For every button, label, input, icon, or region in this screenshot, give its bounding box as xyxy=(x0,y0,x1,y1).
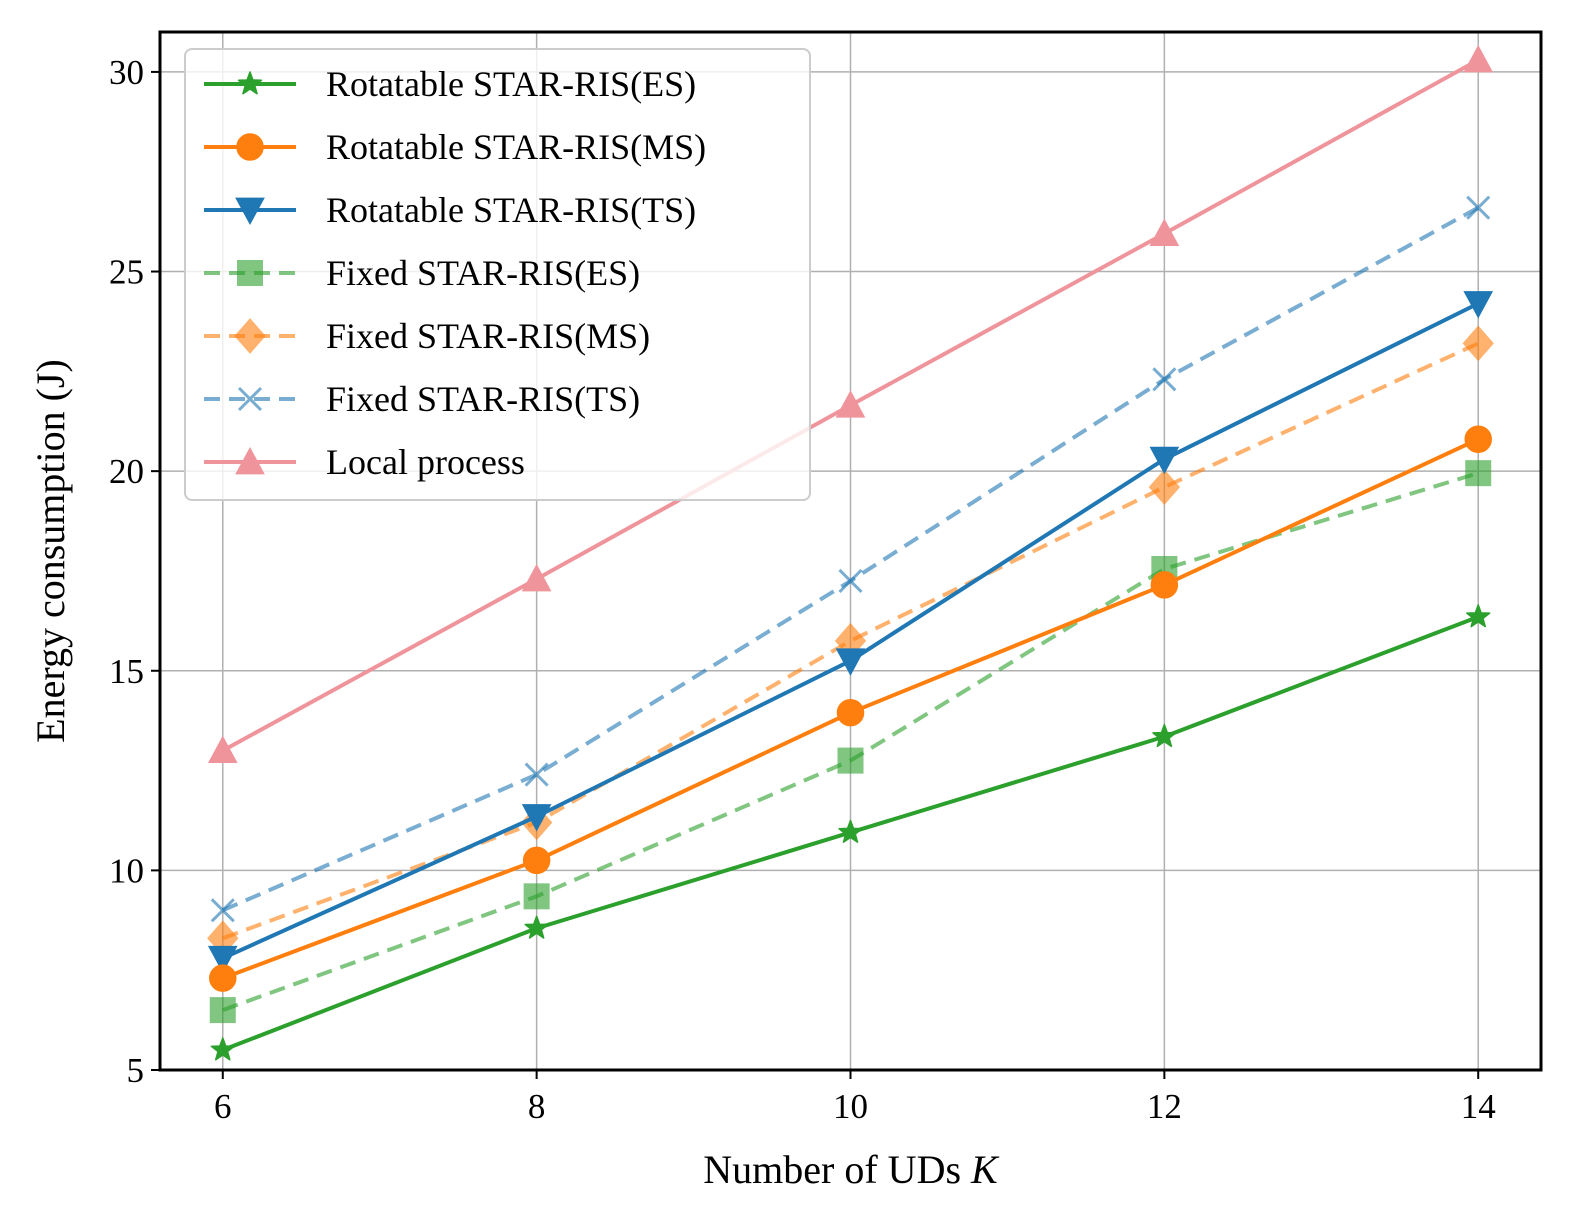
data-point xyxy=(1463,44,1494,73)
legend-item: Fixed STAR-RIS(TS) xyxy=(204,379,640,419)
data-point xyxy=(838,819,863,843)
legend-label: Fixed STAR-RIS(ES) xyxy=(326,253,640,293)
data-point xyxy=(524,762,549,787)
data-point xyxy=(1152,723,1177,748)
data-point xyxy=(209,997,236,1024)
x-axis-label: Number of UDs K xyxy=(703,1147,1000,1192)
legend-marker xyxy=(234,318,266,354)
y-tick-label: 15 xyxy=(109,652,144,691)
legend-item: Rotatable STAR-RIS(TS) xyxy=(204,190,696,230)
data-point xyxy=(1466,195,1491,220)
legend-marker xyxy=(237,260,263,286)
y-tick-label: 20 xyxy=(109,452,144,491)
data-point xyxy=(838,568,863,594)
data-point xyxy=(1465,460,1492,487)
data-point xyxy=(1150,571,1179,599)
data-point xyxy=(209,964,237,992)
legend-label: Rotatable STAR-RIS(MS) xyxy=(326,127,706,167)
series-fixed-star-ris-ts- xyxy=(210,195,1491,923)
data-point xyxy=(207,945,238,974)
y-tick-label: 25 xyxy=(109,253,144,292)
data-point xyxy=(1149,446,1180,475)
data-point xyxy=(210,898,235,923)
legend-label: Rotatable STAR-RIS(ES) xyxy=(326,64,696,104)
x-tick-label: 10 xyxy=(833,1087,868,1126)
legend-box xyxy=(184,48,811,501)
legend: Rotatable STAR-RIS(ES) Rotatable STAR-RIS… xyxy=(184,48,811,501)
data-point xyxy=(1152,367,1177,392)
legend-label: Rotatable STAR-RIS(TS) xyxy=(326,190,696,230)
legend-marker xyxy=(236,133,264,161)
data-point xyxy=(1464,425,1492,453)
series-rotatable-star-ris-ts- xyxy=(207,291,1494,974)
y-tick-label: 10 xyxy=(109,851,144,890)
data-point xyxy=(1463,291,1494,319)
data-point xyxy=(835,648,866,676)
x-tick-label: 14 xyxy=(1461,1087,1496,1126)
legend-marker xyxy=(237,386,263,412)
y-axis-label: Energy consumption (J) xyxy=(28,359,73,743)
data-point xyxy=(523,883,550,910)
legend-item: Fixed STAR-RIS(ES) xyxy=(204,253,640,293)
data-point xyxy=(1462,325,1494,362)
legend-label: Fixed STAR-RIS(MS) xyxy=(326,316,650,356)
legend-marker xyxy=(235,446,265,475)
data-point xyxy=(1148,469,1181,506)
data-point xyxy=(836,698,865,727)
y-tick-label: 5 xyxy=(127,1051,145,1090)
legend-item: Fixed STAR-RIS(MS) xyxy=(204,316,650,356)
data-point xyxy=(210,1037,235,1061)
x-axis-label-text: Number of UDs xyxy=(703,1147,971,1192)
legend-marker xyxy=(237,71,263,95)
series-rotatable-star-ris-es- xyxy=(210,604,1491,1061)
data-point xyxy=(521,804,552,832)
data-point xyxy=(1466,604,1491,628)
x-axis-label-variable: K xyxy=(970,1147,1000,1192)
data-point xyxy=(1149,218,1180,247)
y-tick-label: 30 xyxy=(109,53,144,92)
series-line xyxy=(222,341,1480,941)
x-tick-label: 12 xyxy=(1147,1087,1182,1126)
x-tick-label: 8 xyxy=(528,1087,546,1126)
legend-item: Rotatable STAR-RIS(ES) xyxy=(204,64,696,104)
series-local-process xyxy=(207,44,1494,764)
data-point xyxy=(524,915,549,939)
legend-label: Local process xyxy=(326,442,525,482)
legend-item: Local process xyxy=(204,442,525,482)
x-tick-label: 6 xyxy=(214,1087,232,1126)
data-point xyxy=(835,390,866,418)
series-layer xyxy=(207,44,1494,1061)
data-point xyxy=(207,735,238,764)
data-point xyxy=(837,747,864,774)
data-point xyxy=(521,563,552,592)
legend-label: Fixed STAR-RIS(TS) xyxy=(326,379,640,419)
series-rotatable-star-ris-ms- xyxy=(209,425,1492,992)
ticks: 6 8 10 12 14 5 10 15 20 25 30 xyxy=(109,53,1496,1126)
legend-item: Rotatable STAR-RIS(MS) xyxy=(204,127,706,167)
data-point xyxy=(522,846,551,875)
legend-marker xyxy=(235,197,265,226)
